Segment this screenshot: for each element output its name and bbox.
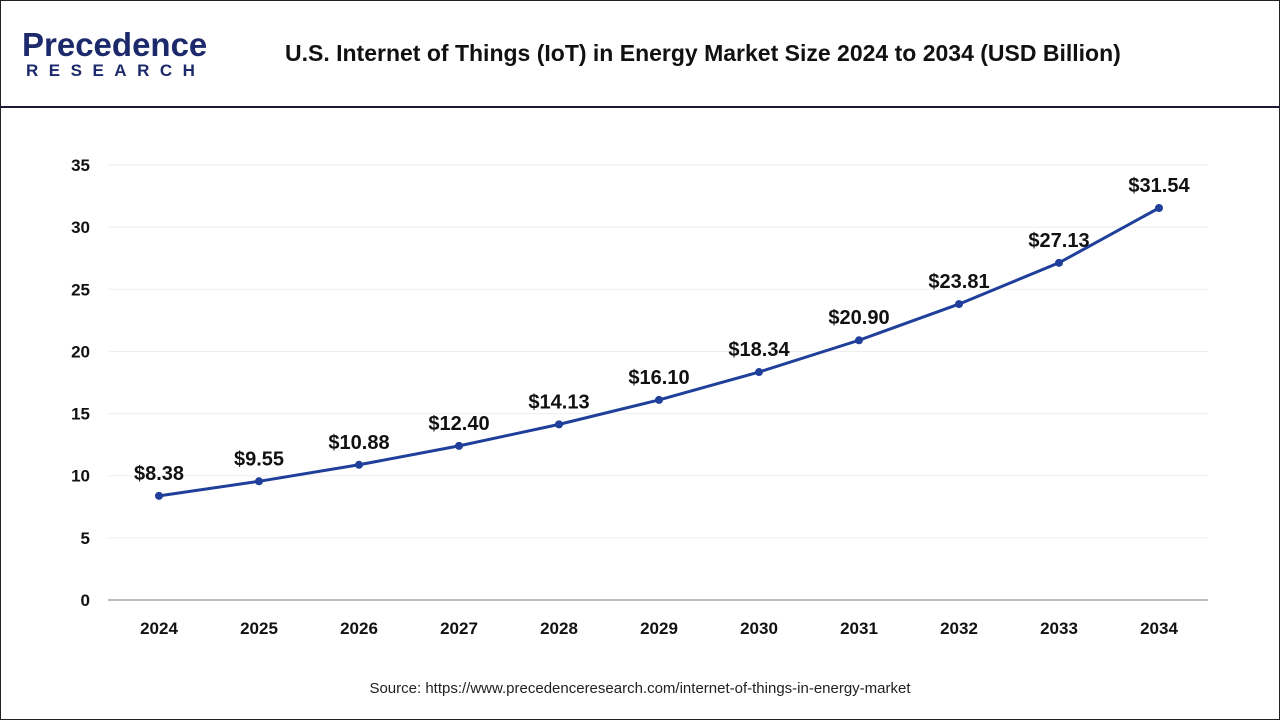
x-tick-label: 2026 [340, 619, 378, 638]
data-label: $23.81 [928, 271, 989, 293]
y-tick-label: 30 [71, 218, 90, 237]
data-point [655, 395, 663, 404]
y-tick-label: 0 [81, 591, 90, 610]
x-tick-label: 2032 [940, 619, 978, 638]
data-label: $10.88 [328, 432, 389, 454]
logo-line2: RESEARCH [26, 61, 206, 80]
data-label: $16.10 [628, 367, 689, 389]
x-tick-label: 2029 [640, 619, 678, 638]
data-point [255, 477, 263, 486]
y-tick-label: 15 [71, 405, 90, 424]
y-tick-label: 5 [81, 529, 90, 548]
data-label: $18.34 [728, 339, 790, 361]
x-tick-label: 2028 [540, 619, 578, 638]
source-note: Source: https://www.precedenceresearch.c… [369, 680, 911, 697]
data-label: $14.13 [528, 391, 589, 413]
y-tick-label: 20 [71, 342, 90, 361]
data-label: $27.13 [1028, 230, 1089, 252]
y-tick-label: 10 [71, 467, 90, 486]
data-point [755, 368, 763, 377]
y-tick-label: 25 [71, 280, 90, 299]
x-tick-label: 2031 [840, 619, 878, 638]
data-point [555, 420, 563, 429]
data-label: $9.55 [234, 448, 284, 470]
data-point [1155, 204, 1163, 213]
header: Precedence RESEARCH U.S. Internet of Thi… [0, 0, 1280, 108]
x-tick-label: 2033 [1040, 619, 1078, 638]
x-tick-label: 2024 [140, 619, 178, 638]
data-point [855, 336, 863, 345]
data-label: $8.38 [134, 463, 184, 485]
logo-line1: Precedence [22, 26, 208, 63]
data-label: $31.54 [1128, 175, 1190, 197]
logo: Precedence RESEARCH [22, 28, 207, 80]
data-point [455, 441, 463, 450]
x-tick-label: 2025 [240, 619, 278, 638]
data-point [155, 491, 163, 500]
data-label: $20.90 [828, 307, 889, 329]
data-point [1055, 258, 1063, 267]
y-tick-label: 35 [71, 156, 90, 175]
chart-title: U.S. Internet of Things (IoT) in Energy … [285, 40, 1121, 66]
data-point [955, 300, 963, 309]
x-tick-label: 2034 [1140, 619, 1178, 638]
x-tick-label: 2027 [440, 619, 478, 638]
data-point [355, 460, 363, 469]
x-tick-label: 2030 [740, 619, 778, 638]
data-label: $12.40 [428, 413, 489, 435]
